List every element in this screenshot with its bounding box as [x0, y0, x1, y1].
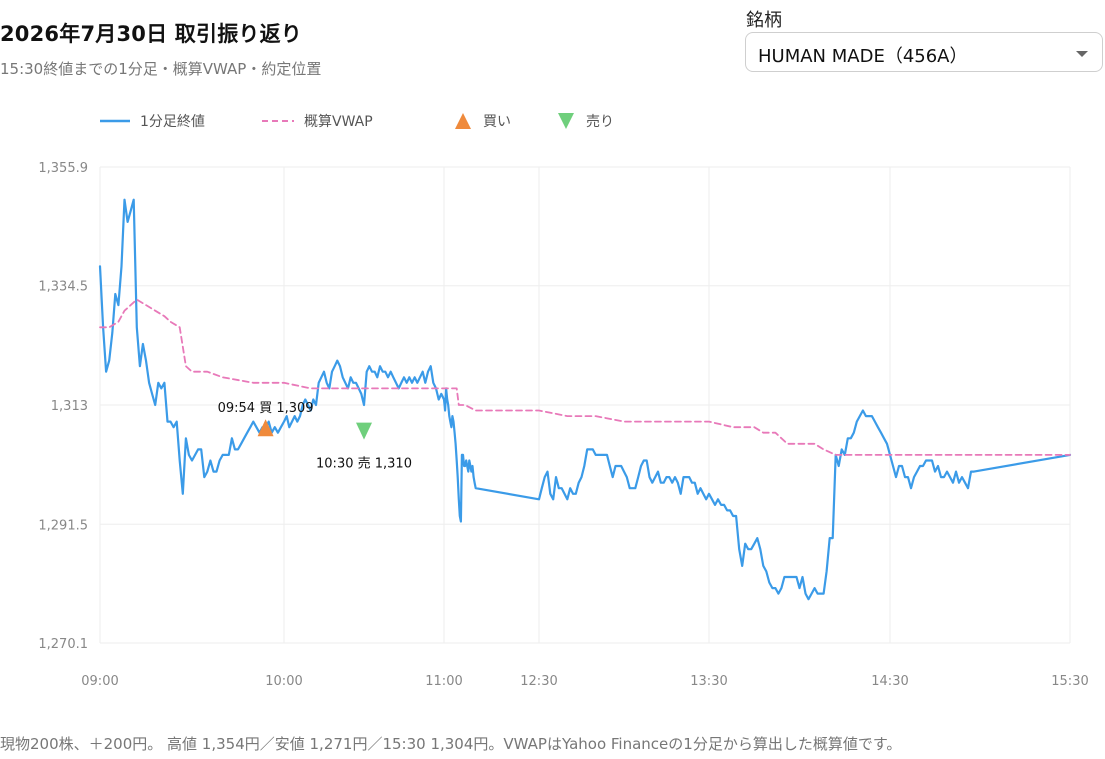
chart-series: [98, 198, 1072, 601]
footer-note: 現物200株、＋200円。 高値 1,354円／安値 1,271円／15:30 …: [0, 735, 902, 753]
legend-buy-icon: [455, 113, 471, 129]
x-tick-label: 15:30: [1051, 674, 1088, 689]
x-tick-label: 11:00: [425, 674, 462, 689]
y-tick-label: 1,270.1: [38, 637, 88, 652]
y-tick-label: 1,355.9: [38, 161, 88, 176]
sell-label: 10:30 売 1,310: [316, 456, 412, 472]
y-axis: 1,355.9 1,334.5 1,313 1,291.5 1,270.1: [38, 161, 88, 652]
intraday-chart: 1分足終値 概算VWAP 買い 売り 1,355.9 1,334.5 1,313 1,291…: [38, 113, 1089, 689]
legend-price-label: 1分足終値: [140, 114, 205, 130]
y-tick-label: 1,313: [51, 399, 88, 414]
chevron-down-icon: [1076, 51, 1088, 57]
legend-sell-label: 売り: [586, 114, 614, 130]
trade-markers: 09:54 買 1,309 10:30 売 1,310: [218, 401, 412, 471]
stock-select-label: 銘柄: [746, 10, 782, 31]
y-tick-label: 1,291.5: [38, 518, 88, 533]
chart-legend: 1分足終値 概算VWAP 買い 売り: [100, 113, 614, 130]
y-tick-label: 1,334.5: [38, 280, 88, 295]
buy-label: 09:54 買 1,309: [218, 401, 314, 416]
x-tick-label: 12:30: [520, 674, 557, 689]
x-tick-label: 14:30: [871, 674, 908, 689]
chart-grid: [99, 166, 1071, 644]
buy-marker: [257, 419, 274, 437]
x-tick-label: 09:00: [81, 674, 118, 689]
legend-vwap-label: 概算VWAP: [304, 114, 373, 130]
x-tick-label: 10:00: [265, 674, 302, 689]
x-tick-label: 13:30: [690, 674, 727, 689]
page-title: 2026年7月30日 取引振り返り: [0, 22, 302, 46]
legend-sell-icon: [558, 113, 574, 129]
x-axis: 09:00 10:00 11:00 12:30 13:30 14:30 15:30: [81, 674, 1088, 689]
page-subtitle: 15:30終値までの1分足・概算VWAP・約定位置: [0, 60, 322, 78]
vwap-line: [99, 298, 1071, 456]
price-line: [98, 198, 1072, 601]
stock-select[interactable]: HUMAN MADE（456A）: [745, 32, 1103, 72]
sell-marker: [356, 422, 372, 440]
legend-buy-label: 買い: [483, 114, 511, 130]
stock-select-value: HUMAN MADE（456A）: [758, 46, 968, 67]
